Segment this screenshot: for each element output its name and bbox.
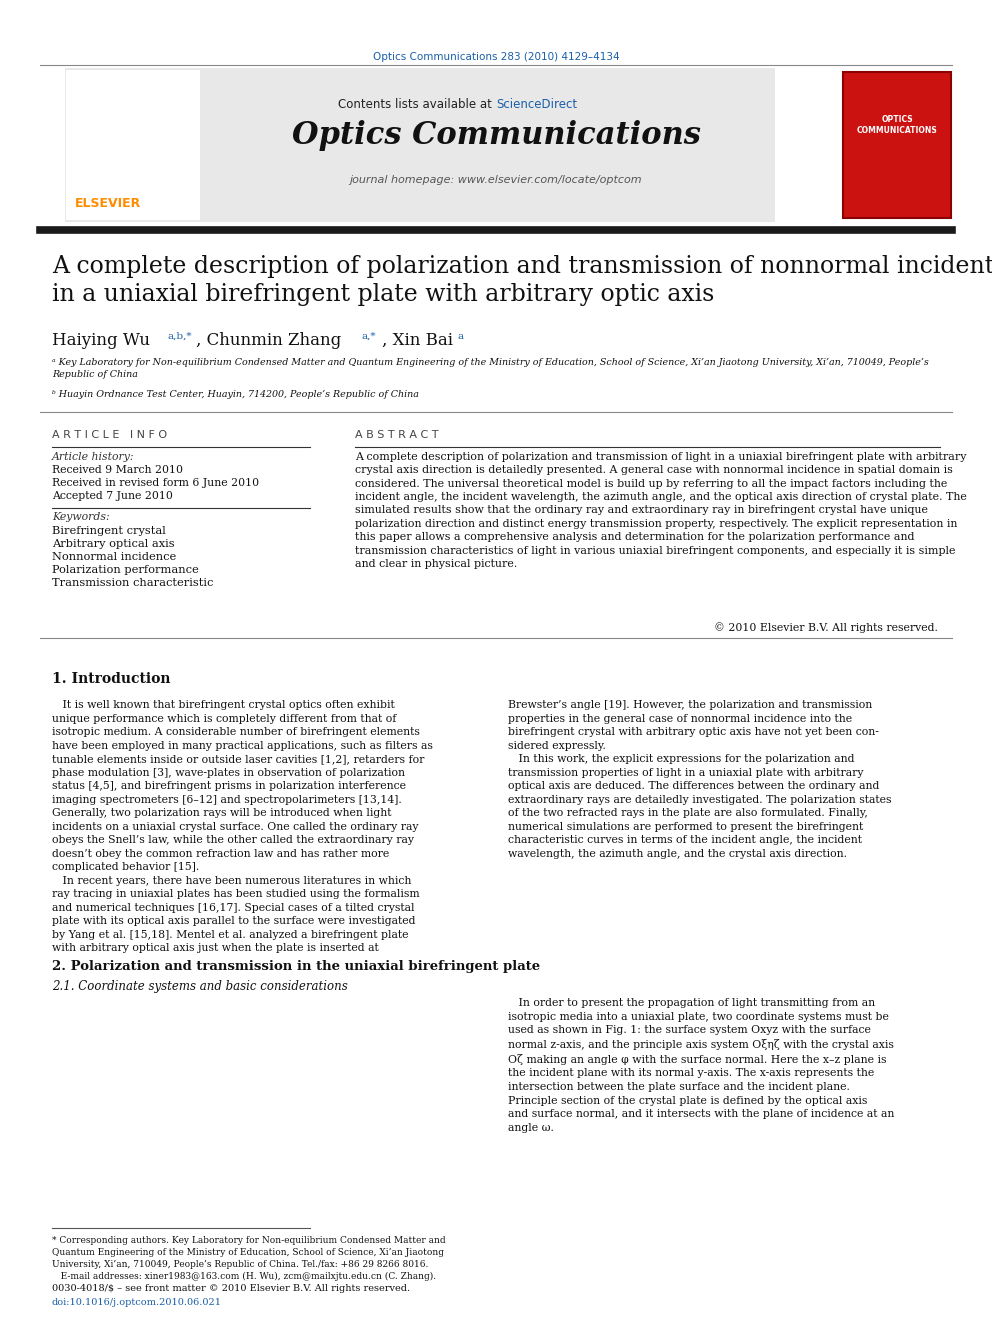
Text: Brewster’s angle [19]. However, the polarization and transmission
properties in : Brewster’s angle [19]. However, the pola… bbox=[508, 700, 892, 859]
FancyBboxPatch shape bbox=[66, 70, 200, 220]
Text: Birefringent crystal: Birefringent crystal bbox=[52, 527, 166, 536]
Text: In order to present the propagation of light transmitting from an
isotropic medi: In order to present the propagation of l… bbox=[508, 998, 895, 1132]
Text: Haiying Wu: Haiying Wu bbox=[52, 332, 154, 349]
Text: a,*: a,* bbox=[362, 332, 377, 341]
Text: * Corresponding authors. Key Laboratory for Non-equilibrium Condensed Matter and: * Corresponding authors. Key Laboratory … bbox=[52, 1236, 445, 1281]
Text: A complete description of polarization and transmission of light in a uniaxial b: A complete description of polarization a… bbox=[355, 452, 967, 569]
Text: 1. Introduction: 1. Introduction bbox=[52, 672, 171, 687]
Text: A R T I C L E   I N F O: A R T I C L E I N F O bbox=[52, 430, 167, 441]
Text: Article history:: Article history: bbox=[52, 452, 135, 462]
Text: ᵇ Huayin Ordnance Test Center, Huayin, 714200, People’s Republic of China: ᵇ Huayin Ordnance Test Center, Huayin, 7… bbox=[52, 390, 419, 400]
Text: , Chunmin Zhang: , Chunmin Zhang bbox=[196, 332, 344, 349]
Text: OPTICS
COMMUNICATIONS: OPTICS COMMUNICATIONS bbox=[857, 115, 937, 135]
Text: It is well known that birefringent crystal optics often exhibit
unique performan: It is well known that birefringent cryst… bbox=[52, 700, 433, 954]
Text: Polarization performance: Polarization performance bbox=[52, 565, 198, 576]
Text: Optics Communications: Optics Communications bbox=[292, 120, 700, 151]
FancyBboxPatch shape bbox=[843, 71, 951, 218]
Text: 2. Polarization and transmission in the uniaxial birefringent plate: 2. Polarization and transmission in the … bbox=[52, 960, 540, 972]
Text: Nonnormal incidence: Nonnormal incidence bbox=[52, 552, 177, 562]
Text: Received in revised form 6 June 2010: Received in revised form 6 June 2010 bbox=[52, 478, 259, 488]
Text: Transmission characteristic: Transmission characteristic bbox=[52, 578, 213, 587]
Text: ScienceDirect: ScienceDirect bbox=[496, 98, 577, 111]
Text: Arbitrary optical axis: Arbitrary optical axis bbox=[52, 538, 175, 549]
Text: a,b,*: a,b,* bbox=[168, 332, 192, 341]
Text: Optics Communications 283 (2010) 4129–4134: Optics Communications 283 (2010) 4129–41… bbox=[373, 52, 619, 62]
Text: Accepted 7 June 2010: Accepted 7 June 2010 bbox=[52, 491, 173, 501]
Text: Keywords:: Keywords: bbox=[52, 512, 110, 523]
Text: Received 9 March 2010: Received 9 March 2010 bbox=[52, 464, 183, 475]
FancyBboxPatch shape bbox=[65, 67, 775, 222]
Text: journal homepage: www.elsevier.com/locate/optcom: journal homepage: www.elsevier.com/locat… bbox=[350, 175, 642, 185]
Text: A complete description of polarization and transmission of nonnormal incident ra: A complete description of polarization a… bbox=[52, 255, 992, 307]
Text: A B S T R A C T: A B S T R A C T bbox=[355, 430, 438, 441]
Text: 0030-4018/$ – see front matter © 2010 Elsevier B.V. All rights reserved.: 0030-4018/$ – see front matter © 2010 El… bbox=[52, 1285, 410, 1293]
Text: a: a bbox=[458, 332, 464, 341]
Text: doi:10.1016/j.optcom.2010.06.021: doi:10.1016/j.optcom.2010.06.021 bbox=[52, 1298, 222, 1307]
Text: , Xin Bai: , Xin Bai bbox=[382, 332, 456, 349]
Text: 2.1. Coordinate systems and basic considerations: 2.1. Coordinate systems and basic consid… bbox=[52, 980, 348, 994]
Text: Contents lists available at: Contents lists available at bbox=[338, 98, 496, 111]
Text: © 2010 Elsevier B.V. All rights reserved.: © 2010 Elsevier B.V. All rights reserved… bbox=[714, 622, 938, 632]
Text: ELSEVIER: ELSEVIER bbox=[75, 197, 141, 210]
Text: ᵃ Key Laboratory for Non-equilibrium Condensed Matter and Quantum Engineering of: ᵃ Key Laboratory for Non-equilibrium Con… bbox=[52, 359, 929, 378]
